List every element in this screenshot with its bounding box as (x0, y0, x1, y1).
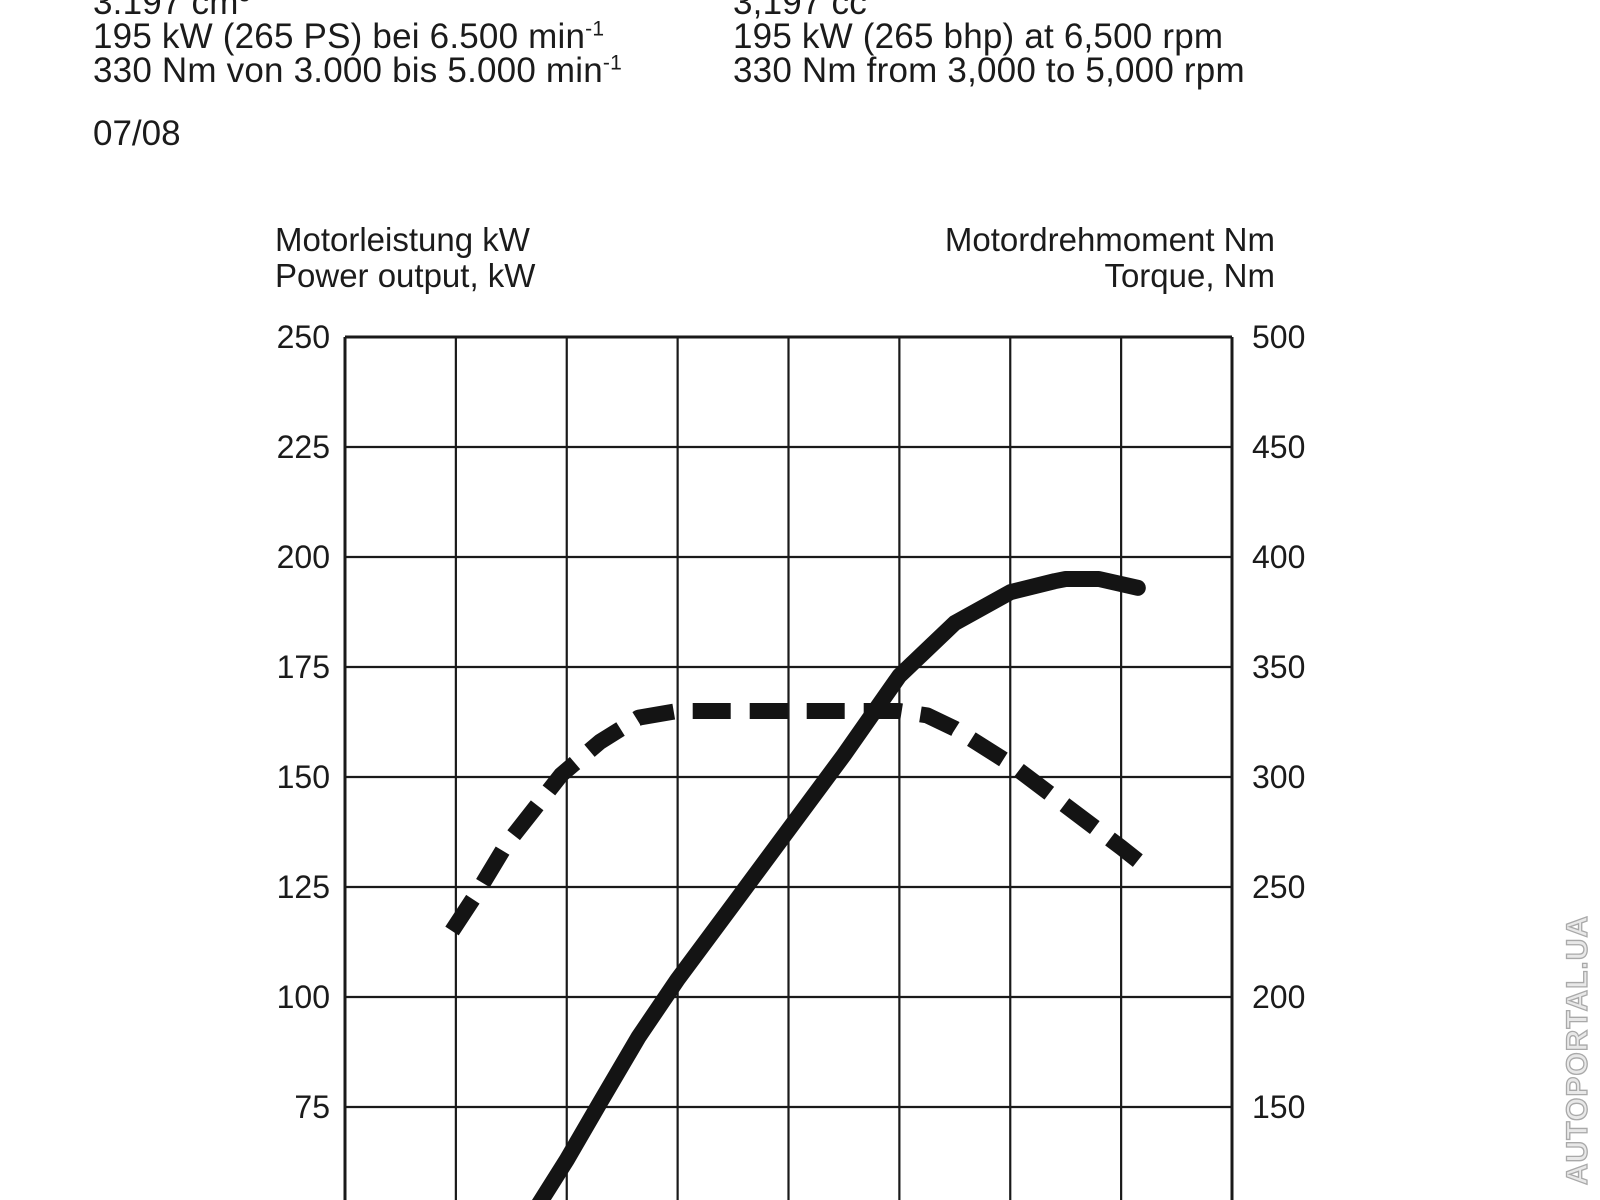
right-axis-title-de: Motordrehmoment Nm (944, 221, 1275, 258)
left-axis-tick: 125 (276, 869, 330, 905)
left-axis-tick: 75 (294, 1089, 330, 1125)
power-curve (531, 571, 1146, 1200)
left-axis-title-en: Power output, kW (275, 257, 536, 294)
left-axis-tick: 150 (276, 759, 330, 795)
spec-line-torque-en: 330 Nm from 3,000 to 5,000 rpm (733, 51, 1245, 90)
torque-curve (445, 703, 1143, 936)
superscript: -1 (602, 51, 622, 75)
left-axis-tick: 225 (276, 429, 330, 465)
superscript: -1 (585, 17, 605, 41)
watermark: AUTOPORTAL.UA (1560, 914, 1594, 1186)
spec-line-power-en: 195 kW (265 bhp) at 6,500 rpm (733, 17, 1224, 56)
right-axis-title: Motordrehmoment Nm Torque, Nm (945, 222, 1275, 294)
right-axis-tick: 300 (1252, 759, 1306, 795)
left-axis-tick: 175 (276, 649, 330, 685)
right-axis-tick: 400 (1252, 539, 1306, 575)
spec-block-german: 3.197 cm3 195 kW (265 PS) bei 6.500 min-… (93, 0, 622, 88)
left-axis-title: Motorleistung kW Power output, kW (275, 222, 535, 294)
left-axis-title-de: Motorleistung kW (275, 221, 530, 258)
left-axis-tick: 250 (276, 319, 330, 355)
left-axis-tick: 200 (276, 539, 330, 575)
right-axis-tick: 250 (1252, 869, 1306, 905)
right-axis-tick: 150 (1252, 1089, 1306, 1125)
date-label: 07/08 (93, 114, 181, 153)
right-axis-tick: 200 (1252, 979, 1306, 1015)
right-axis-title-en: Torque, Nm (1104, 257, 1275, 294)
spec-line-displacement-en: 3,197 cc (733, 0, 867, 22)
superscript: 3 (239, 0, 251, 6)
spec-line-torque-de: 330 Nm von 3.000 bis 5.000 min-1 (93, 51, 622, 90)
right-axis-tick: 350 (1252, 649, 1306, 685)
right-axis-tick: 450 (1252, 429, 1306, 465)
right-axis-tick: 500 (1252, 319, 1306, 355)
spec-line-displacement-de: 3.197 cm3 (93, 0, 622, 20)
left-axis-tick: 100 (276, 979, 330, 1015)
spec-line-power-de: 195 kW (265 PS) bei 6.500 min-1 (93, 17, 605, 56)
spec-block-english: 3,197 cc 195 kW (265 bhp) at 6,500 rpm 3… (733, 0, 1245, 88)
